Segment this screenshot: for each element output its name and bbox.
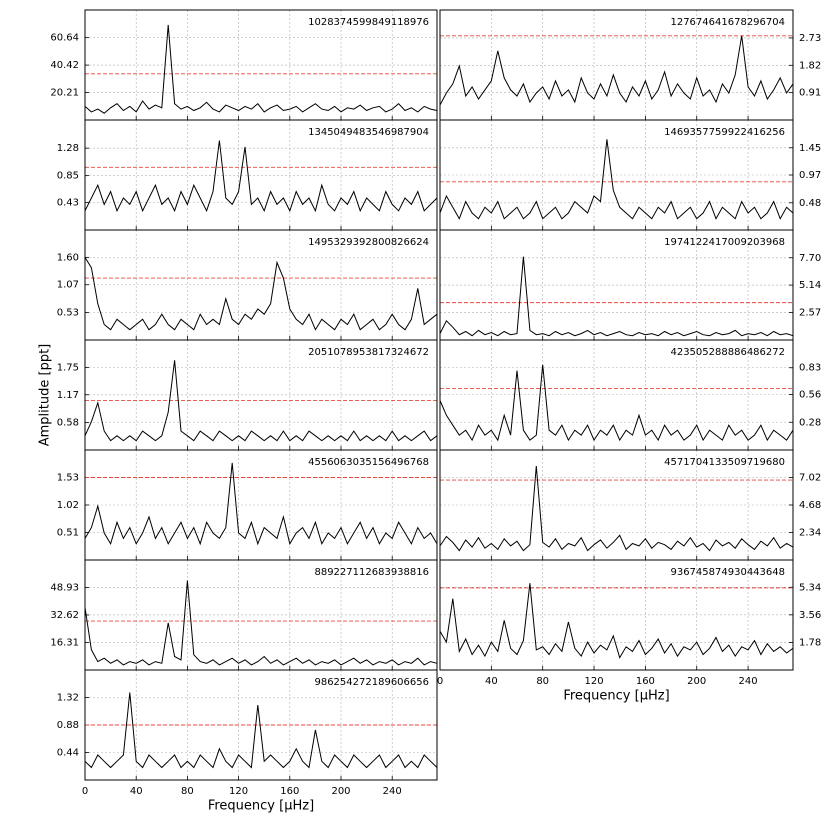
x-tick-label: 240 [739, 676, 758, 687]
y-tick-label: 5.34 [799, 582, 821, 593]
spectrum-line [439, 139, 794, 220]
x-tick-label: 0 [82, 786, 88, 797]
x-tick-label: 200 [687, 676, 706, 687]
y-tick-label: 0.58 [57, 418, 79, 429]
panel-title: 127674641678296704 [670, 17, 785, 28]
y-tick-label: 4.68 [799, 500, 821, 511]
x-tick-label: 120 [229, 786, 248, 797]
panel-title: 4556063035156496768 [308, 457, 429, 468]
x-tick-label: 80 [181, 786, 194, 797]
y-tick-label: 1.07 [57, 280, 79, 291]
y-tick-label: 1.78 [799, 637, 821, 648]
y-tick-label: 40.42 [50, 60, 79, 71]
x-tick-label: 240 [383, 786, 402, 797]
y-tick-label: 60.64 [50, 33, 79, 44]
y-tick-label: 7.70 [799, 253, 821, 264]
spectrum-line [439, 465, 794, 552]
y-tick-label: 2.57 [799, 308, 821, 319]
spectrum-line [84, 24, 438, 114]
x-tick-label: 40 [485, 676, 498, 687]
y-tick-label: 1.17 [57, 390, 79, 401]
panel-title: 1495329392800826624 [308, 237, 429, 248]
y-tick-label: 0.56 [799, 390, 821, 401]
y-tick-label: 0.53 [57, 308, 79, 319]
spectrum-line [84, 360, 438, 442]
x-tick-label: 0 [437, 676, 443, 687]
y-tick-label: 1.45 [799, 143, 821, 154]
y-tick-label: 0.88 [57, 720, 79, 731]
spectrum-line [439, 364, 794, 442]
x-tick-label: 80 [536, 676, 549, 687]
panel-title: 423505288886486272 [670, 347, 785, 358]
panel-title: 1974122417009203968 [664, 237, 785, 248]
y-tick-label: 0.97 [799, 170, 821, 181]
x-tick-label: 40 [130, 786, 143, 797]
y-tick-label: 5.14 [799, 280, 821, 291]
panel-title: 986254272189606656 [314, 677, 429, 688]
x-tick-label: 160 [636, 676, 655, 687]
spectrum-line [84, 140, 438, 213]
y-tick-label: 48.93 [50, 582, 79, 593]
panel-title: 1028374599849118976 [308, 17, 429, 28]
y-tick-label: 1.60 [57, 252, 79, 263]
spectrum-line [84, 692, 438, 769]
y-tick-label: 0.43 [57, 198, 79, 209]
x-tick-label: 120 [584, 676, 603, 687]
y-tick-label: 0.85 [57, 171, 79, 182]
y-tick-label: 2.34 [799, 528, 821, 539]
y-tick-label: 0.44 [57, 748, 79, 759]
y-tick-label: 0.83 [799, 363, 821, 374]
panel-frame [84, 669, 438, 781]
y-tick-label: 3.56 [799, 610, 821, 621]
panel-title: 936745874930443648 [670, 567, 785, 578]
y-tick-label: 7.02 [799, 473, 821, 484]
x-axis-label: Frequency [μHz] [208, 799, 314, 814]
y-tick-label: 1.82 [799, 60, 821, 71]
spectrum-line [439, 256, 794, 337]
y-tick-label: 0.51 [57, 528, 79, 539]
y-tick-label: 0.48 [799, 198, 821, 209]
y-tick-label: 20.21 [50, 88, 79, 99]
y-tick-label: 1.32 [57, 693, 79, 704]
x-axis-label: Frequency [μHz] [563, 689, 669, 704]
y-tick-label: 1.53 [57, 473, 79, 484]
panel-title: 1469357759922416256 [664, 127, 785, 138]
x-tick-label: 200 [331, 786, 350, 797]
y-tick-label: 1.28 [57, 143, 79, 154]
spectrum-line [84, 462, 438, 546]
x-tick-label: 160 [280, 786, 299, 797]
spectrum-line [84, 580, 438, 666]
y-tick-label: 0.28 [799, 417, 821, 428]
panel-title: 2051078953817324672 [308, 347, 429, 358]
panel-frame [439, 559, 794, 671]
y-tick-label: 1.75 [57, 362, 79, 373]
y-tick-label: 0.91 [799, 88, 821, 99]
y-tick-label: 32.62 [50, 610, 79, 621]
y-tick-label: 16.31 [50, 637, 79, 648]
spectrum-line [439, 583, 794, 659]
y-tick-label: 2.73 [799, 33, 821, 44]
panel-title: 889227112683938816 [314, 567, 429, 578]
spectrum-line [84, 257, 438, 331]
panel-title: 1345049483546987904 [308, 127, 429, 138]
y-axis-label: Amplitude [ppt] [38, 344, 53, 447]
y-tick-label: 1.02 [57, 500, 79, 511]
panel-title: 4571704133509719680 [664, 457, 785, 468]
spectrum-line [439, 35, 794, 106]
